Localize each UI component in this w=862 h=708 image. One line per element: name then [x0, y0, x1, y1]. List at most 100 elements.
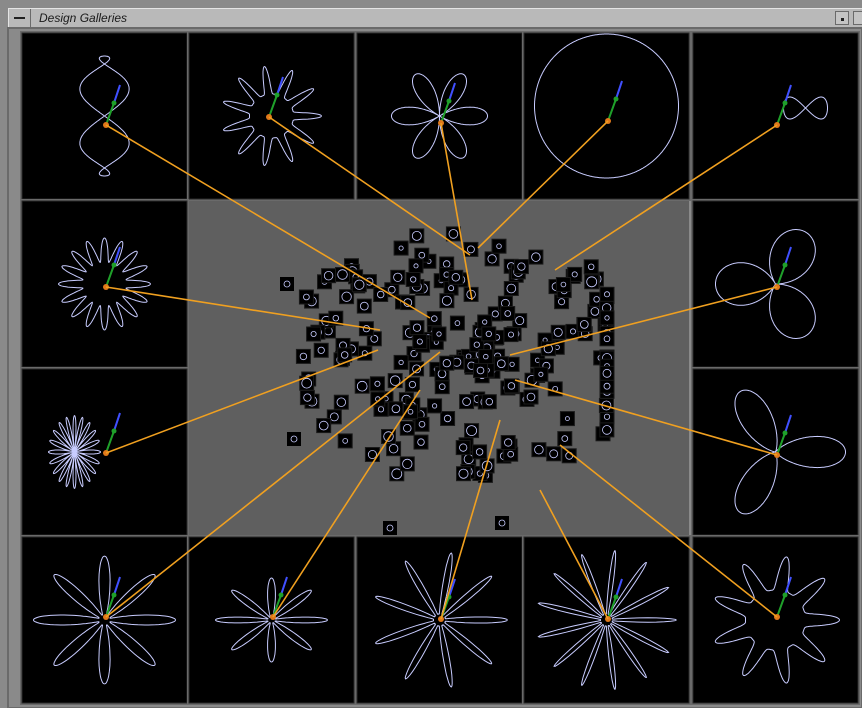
mini-thumbnail[interactable] — [409, 228, 425, 244]
mini-thumbnail[interactable] — [495, 516, 509, 530]
mini-thumbnail[interactable] — [469, 337, 485, 353]
mini-thumbnail[interactable] — [321, 268, 337, 284]
mini-thumbnail[interactable] — [555, 277, 571, 292]
mini-thumbnail[interactable] — [584, 274, 600, 290]
mini-thumbnail[interactable] — [351, 277, 367, 293]
mini-thumbnail[interactable] — [287, 432, 301, 446]
mini-thumbnail[interactable] — [455, 440, 471, 456]
mini-thumbnail[interactable] — [459, 394, 475, 410]
gallery-thumbnail-t9[interactable] — [691, 367, 860, 537]
gallery-thumbnail-t7[interactable] — [691, 199, 860, 369]
mini-thumbnail[interactable] — [412, 334, 428, 350]
mini-thumbnail[interactable] — [500, 435, 516, 450]
mini-thumbnail[interactable] — [427, 398, 443, 414]
gallery-thumbnail-t12[interactable] — [355, 535, 524, 705]
mini-thumbnail[interactable] — [477, 314, 493, 330]
mini-thumbnail[interactable] — [373, 287, 389, 302]
mini-thumbnail[interactable] — [599, 286, 615, 302]
mini-thumbnail[interactable] — [399, 456, 415, 472]
mini-thumbnail[interactable] — [333, 394, 349, 410]
gallery-thumbnail-t4[interactable] — [522, 31, 691, 201]
mini-thumbnail[interactable] — [316, 418, 332, 434]
mini-thumbnail[interactable] — [484, 251, 500, 267]
gallery-thumbnail-t6[interactable] — [20, 199, 189, 369]
mini-thumbnail[interactable] — [576, 316, 592, 332]
mini-thumbnail[interactable] — [503, 327, 519, 343]
mini-thumbnail[interactable] — [403, 404, 418, 420]
mini-thumbnail[interactable] — [399, 420, 415, 436]
mini-thumbnail[interactable] — [472, 444, 488, 460]
mini-thumbnail[interactable] — [481, 394, 497, 410]
gallery-thumbnail-t5[interactable] — [691, 31, 860, 201]
mini-thumbnail[interactable] — [550, 324, 566, 340]
mini-thumbnail[interactable] — [408, 258, 424, 274]
mini-thumbnail[interactable] — [481, 326, 497, 342]
mini-thumbnail[interactable] — [369, 376, 385, 392]
gallery-thumbnail-t13[interactable] — [522, 535, 691, 705]
mini-thumbnail[interactable] — [390, 269, 406, 285]
gallery-thumbnail-t8[interactable] — [20, 367, 189, 537]
mini-thumbnail[interactable] — [393, 240, 409, 256]
gallery-thumbnail-t11[interactable] — [187, 535, 356, 705]
mini-thumbnail[interactable] — [448, 269, 464, 285]
mini-thumbnail[interactable] — [426, 311, 442, 327]
mini-thumbnail[interactable] — [513, 259, 529, 275]
mini-thumbnail[interactable] — [370, 391, 386, 407]
gallery-thumbnail-t3[interactable] — [355, 31, 524, 201]
gallery-thumbnail-t2[interactable] — [187, 31, 356, 201]
mini-thumbnail[interactable] — [478, 349, 494, 365]
gallery-thumbnail-t1[interactable] — [20, 31, 189, 201]
mini-thumbnail[interactable] — [409, 320, 425, 336]
mini-thumbnail[interactable] — [414, 416, 430, 432]
mini-thumbnail[interactable] — [354, 378, 370, 394]
mini-thumbnail[interactable] — [599, 378, 615, 394]
mini-thumbnail[interactable] — [431, 326, 447, 342]
gallery-thumbnail-t14[interactable] — [691, 535, 860, 705]
mini-thumbnail[interactable] — [546, 446, 562, 462]
mini-thumbnail[interactable] — [500, 306, 516, 321]
mini-thumbnail[interactable] — [449, 315, 465, 331]
mini-thumbnail[interactable] — [434, 379, 450, 395]
mini-thumbnail[interactable] — [299, 390, 315, 406]
mini-thumbnail[interactable] — [337, 347, 353, 363]
mini-thumbnail[interactable] — [439, 293, 455, 309]
mini-thumbnail[interactable] — [387, 373, 403, 389]
mini-thumbnail[interactable] — [559, 411, 575, 427]
gallery-thumbnail-t10[interactable] — [20, 535, 189, 705]
mini-thumbnail[interactable] — [439, 355, 455, 371]
mini-thumbnail[interactable] — [313, 342, 329, 358]
mini-thumbnail[interactable] — [554, 294, 570, 310]
mini-thumbnail[interactable] — [456, 466, 471, 482]
mini-thumbnail[interactable] — [493, 356, 509, 372]
mini-thumbnail[interactable] — [503, 378, 519, 394]
mini-thumbnail[interactable] — [358, 321, 374, 337]
mini-thumbnail[interactable] — [523, 389, 539, 405]
mini-thumbnail[interactable] — [583, 259, 599, 275]
mini-thumbnail[interactable] — [557, 431, 573, 447]
mini-thumbnail[interactable] — [440, 411, 456, 426]
mini-thumbnail[interactable] — [599, 331, 615, 347]
mini-thumbnail[interactable] — [298, 289, 314, 305]
minimize-button[interactable] — [835, 11, 849, 25]
mini-thumbnail[interactable] — [599, 365, 615, 381]
mini-thumbnail[interactable] — [533, 366, 549, 382]
mini-thumbnail[interactable] — [404, 377, 420, 393]
mini-thumbnail[interactable] — [405, 272, 421, 287]
mini-thumbnail[interactable] — [599, 422, 615, 438]
mini-thumbnail[interactable] — [528, 249, 544, 265]
mini-thumbnail[interactable] — [335, 267, 350, 282]
mini-thumbnail[interactable] — [383, 521, 397, 535]
mini-thumbnail[interactable] — [337, 433, 353, 449]
mini-thumbnail[interactable] — [463, 241, 479, 257]
mini-thumbnail[interactable] — [295, 348, 311, 364]
mini-thumbnail[interactable] — [413, 434, 429, 450]
mini-thumbnail[interactable] — [445, 226, 461, 242]
mini-thumbnail[interactable] — [388, 401, 404, 417]
mini-thumbnail[interactable] — [531, 442, 547, 458]
mini-thumbnail[interactable] — [491, 238, 507, 254]
maximize-button[interactable] — [853, 11, 862, 25]
mini-thumbnail[interactable] — [503, 281, 519, 296]
mini-thumbnail[interactable] — [393, 354, 409, 370]
window-menu-button[interactable] — [9, 9, 31, 28]
